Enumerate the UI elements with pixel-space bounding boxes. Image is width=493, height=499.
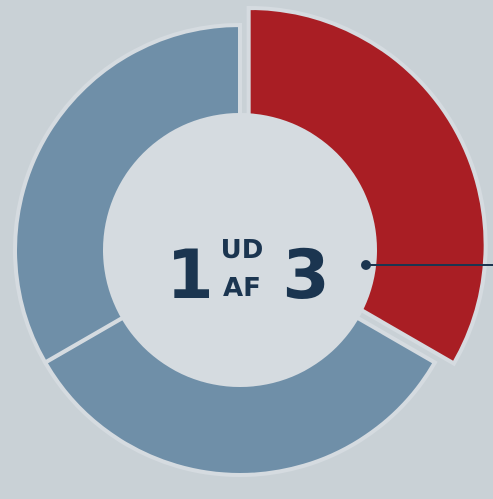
leader-dot [361,260,371,270]
label-bottom: AF [223,273,261,303]
label-top: UD [221,235,264,265]
total: 3 [282,236,329,315]
count: 1 [166,236,213,315]
center-circle [103,113,377,387]
